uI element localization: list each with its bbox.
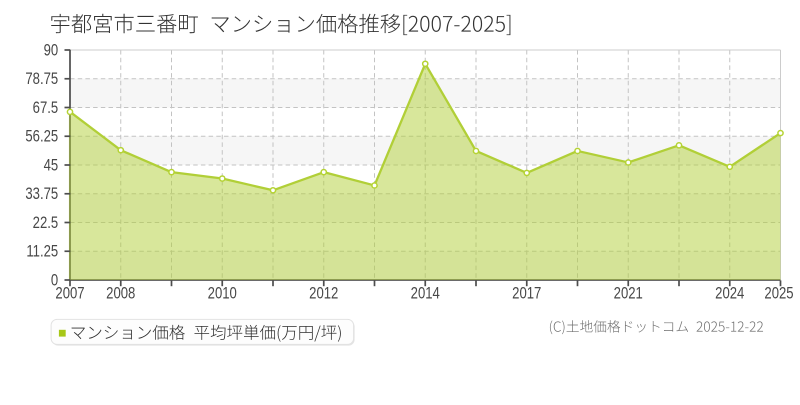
svg-text:0: 0	[51, 272, 58, 290]
svg-text:2024: 2024	[715, 285, 744, 303]
svg-text:2025: 2025	[764, 285, 793, 303]
svg-text:2014: 2014	[411, 285, 440, 303]
svg-text:78.75: 78.75	[25, 71, 58, 89]
svg-text:2008: 2008	[106, 285, 135, 303]
svg-text:45: 45	[44, 157, 59, 175]
svg-text:33.75: 33.75	[25, 186, 58, 204]
svg-text:2010: 2010	[208, 285, 237, 303]
svg-text:11.25: 11.25	[26, 243, 58, 261]
svg-text:2021: 2021	[614, 285, 643, 303]
svg-text:2012: 2012	[309, 285, 338, 303]
svg-text:2017: 2017	[512, 285, 541, 303]
svg-text:56.25: 56.25	[25, 128, 58, 146]
svg-text:2007: 2007	[55, 285, 84, 303]
svg-text:67.5: 67.5	[33, 100, 59, 118]
svg-text:22.5: 22.5	[33, 215, 59, 233]
svg-text:90: 90	[44, 42, 59, 60]
